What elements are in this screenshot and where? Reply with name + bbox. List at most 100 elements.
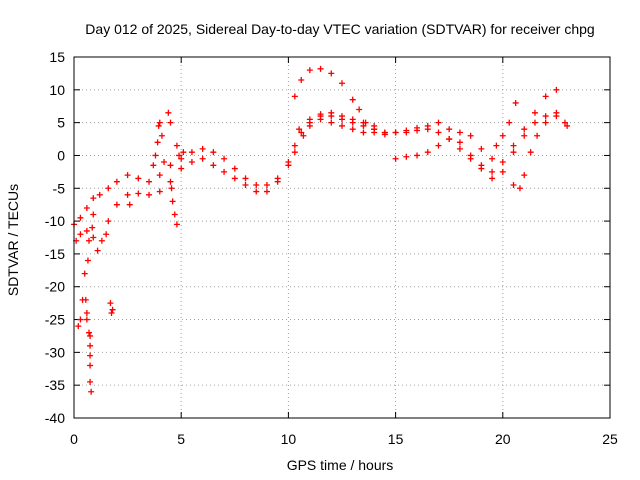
y-tick-label: -25 xyxy=(45,312,65,328)
data-point xyxy=(96,191,103,198)
data-point xyxy=(446,136,453,143)
data-point xyxy=(424,126,431,133)
data-point xyxy=(542,93,549,100)
data-point xyxy=(105,185,112,192)
data-point xyxy=(199,155,206,162)
data-point xyxy=(156,188,163,195)
data-point xyxy=(169,198,176,205)
data-point xyxy=(210,162,217,169)
data-point xyxy=(167,119,174,126)
data-point xyxy=(156,172,163,179)
data-point xyxy=(77,231,84,238)
data-point xyxy=(146,191,153,198)
data-point xyxy=(317,111,324,118)
data-point xyxy=(105,218,112,225)
data-point xyxy=(188,149,195,156)
data-point xyxy=(124,191,131,198)
data-point xyxy=(356,106,363,113)
data-point xyxy=(298,76,305,83)
data-point xyxy=(165,109,172,116)
data-point xyxy=(167,178,174,185)
data-point xyxy=(291,93,298,100)
data-point xyxy=(285,162,292,169)
y-tick-label: -5 xyxy=(53,180,66,196)
chart-title: Day 012 of 2025, Sidereal Day-to-day VTE… xyxy=(85,21,594,37)
data-point xyxy=(77,214,84,221)
data-point xyxy=(87,342,94,349)
data-point xyxy=(103,231,110,238)
data-point xyxy=(87,352,94,359)
data-point xyxy=(349,126,356,133)
data-point xyxy=(328,119,335,126)
y-tick-label: 15 xyxy=(49,49,65,65)
series-early-spikes xyxy=(75,109,187,395)
data-point xyxy=(456,129,463,136)
data-point xyxy=(328,109,335,116)
data-point xyxy=(306,116,313,123)
data-point xyxy=(82,296,89,303)
data-point xyxy=(553,109,560,116)
data-point xyxy=(456,139,463,146)
data-point xyxy=(152,152,159,159)
series-track-c xyxy=(291,65,388,136)
data-point xyxy=(90,234,97,241)
data-point xyxy=(253,181,260,188)
data-point xyxy=(349,116,356,123)
data-points xyxy=(71,65,571,395)
data-point xyxy=(392,129,399,136)
y-tick-label: -35 xyxy=(45,377,65,393)
data-point xyxy=(86,237,93,244)
data-point xyxy=(84,257,91,264)
data-point xyxy=(161,159,168,166)
data-point xyxy=(113,178,120,185)
data-point xyxy=(499,159,506,166)
data-point xyxy=(231,165,238,172)
data-point xyxy=(510,149,517,156)
data-point xyxy=(456,145,463,152)
x-axis-label: GPS time / hours xyxy=(287,457,394,473)
data-point xyxy=(510,142,517,149)
data-point xyxy=(124,172,131,179)
data-point xyxy=(527,149,534,156)
data-point xyxy=(489,155,496,162)
y-tick-label: 5 xyxy=(57,115,65,131)
data-point xyxy=(156,119,163,126)
data-point xyxy=(534,132,541,139)
data-point xyxy=(360,119,367,126)
data-point xyxy=(253,188,260,195)
data-point xyxy=(561,119,568,126)
data-point xyxy=(489,168,496,175)
data-point xyxy=(168,185,175,192)
axes: -40 -35 -30 -25 -20 -15 -10 -5 0 5 10 15 0 5 10 15 20 25 xyxy=(45,49,618,447)
data-point xyxy=(521,132,528,139)
data-point xyxy=(176,152,183,159)
data-point xyxy=(414,127,421,134)
data-point xyxy=(210,149,217,156)
data-point xyxy=(510,181,517,188)
y-tick-label: -10 xyxy=(45,213,65,229)
data-point xyxy=(478,145,485,152)
data-point xyxy=(564,122,571,129)
data-point xyxy=(126,201,133,208)
data-point xyxy=(242,175,249,182)
series-track-e xyxy=(392,99,568,192)
data-point xyxy=(371,122,378,129)
data-point xyxy=(221,168,228,175)
data-point xyxy=(108,309,115,316)
data-point xyxy=(221,155,228,162)
data-point xyxy=(403,153,410,160)
data-point xyxy=(467,132,474,139)
data-point xyxy=(167,162,174,169)
grid-lines xyxy=(74,57,610,418)
data-point xyxy=(90,195,97,202)
data-point xyxy=(155,122,162,129)
data-point xyxy=(154,139,161,146)
data-point xyxy=(296,126,303,133)
data-point xyxy=(291,149,298,156)
x-tick-label: 5 xyxy=(177,431,185,447)
data-point xyxy=(178,165,185,172)
data-point xyxy=(499,168,506,175)
y-tick-label: -15 xyxy=(45,246,65,262)
data-point xyxy=(231,175,238,182)
data-point xyxy=(107,300,114,307)
